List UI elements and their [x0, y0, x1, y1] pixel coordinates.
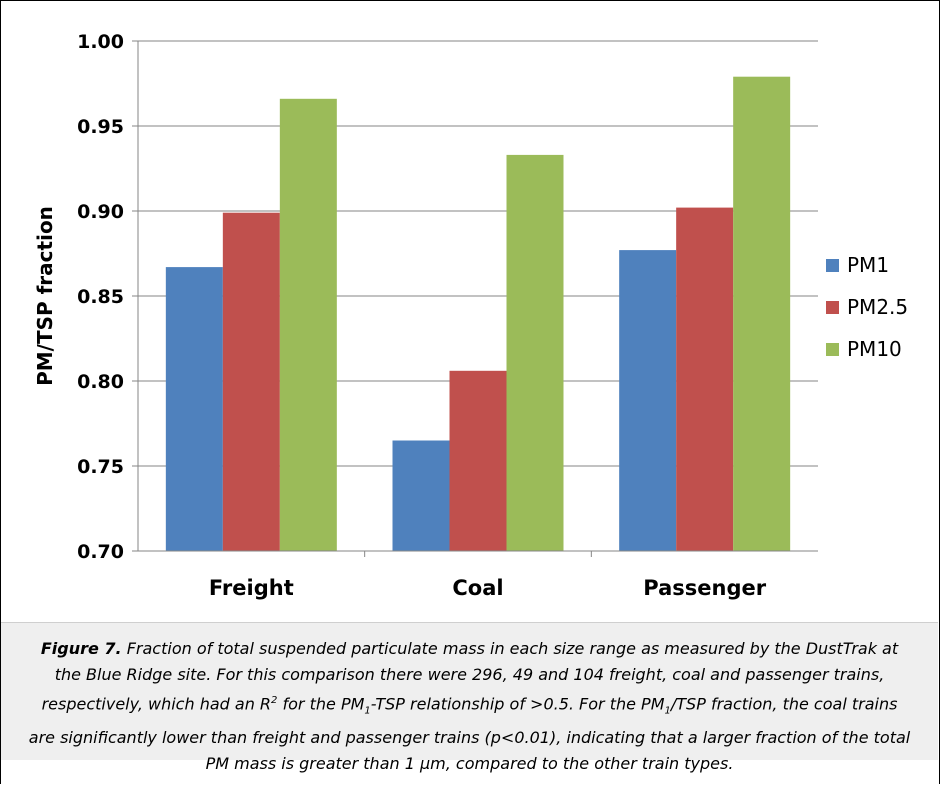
caption-sub-1b: 1: [664, 705, 671, 717]
bar-pm1-freight: [165, 267, 223, 551]
bars: [165, 76, 791, 552]
x-tick-label: Freight: [209, 576, 294, 600]
bar-pm1-passenger: [619, 250, 677, 551]
legend-label: PM1: [847, 253, 889, 277]
bar-pm25-passenger: [676, 207, 734, 551]
legend-swatch: [826, 301, 839, 314]
caption-text-1: Fraction of total suspended particulate …: [41, 639, 899, 714]
bar-chart: 0.70 0.75 0.80 0.85 0.90 0.95 1.00 Freight Coal…: [33, 31, 908, 600]
y-tick-label: 0.80: [77, 371, 124, 393]
legend: PM1 PM2.5 PM10: [826, 253, 908, 361]
bar-pm10-passenger: [733, 76, 791, 551]
y-tick-labels: 0.70 0.75 0.80 0.85 0.90 0.95 1.00: [77, 31, 124, 563]
x-tick-label: Coal: [452, 576, 503, 600]
legend-swatch: [826, 259, 839, 272]
caption-text-4: /TSP fraction, the coal trains are signi…: [28, 694, 911, 773]
caption-text-3: -TSP relationship of >0.5. For the PM: [370, 694, 665, 714]
y-tick-label: 0.85: [77, 286, 124, 308]
y-tick-label: 0.90: [77, 201, 124, 223]
bar-pm10-coal: [506, 154, 564, 551]
y-axis-label: PM/TSP fraction: [33, 206, 57, 386]
caption-sub-1a: 1: [364, 705, 371, 717]
bar-pm25-coal: [449, 370, 507, 551]
legend-label: PM10: [847, 337, 902, 361]
y-tick-label: 0.70: [77, 541, 124, 563]
legend-label: PM2.5: [847, 295, 908, 319]
x-tick-labels: Freight Coal Passenger: [209, 576, 767, 600]
legend-swatch: [826, 343, 839, 356]
bar-pm1-coal: [392, 440, 450, 551]
y-tick-label: 0.95: [77, 116, 124, 138]
bar-pm10-freight: [279, 98, 337, 552]
y-tick-label: 0.75: [77, 456, 124, 478]
figure-caption: Figure 7. Fraction of total suspended pa…: [1, 622, 938, 773]
caption-label: Figure 7.: [40, 639, 122, 658]
caption-text-2: for the PM: [277, 694, 365, 714]
bar-pm25-freight: [222, 212, 280, 551]
caption-sup-2: 2: [271, 695, 278, 706]
x-tick-label: Passenger: [643, 576, 766, 600]
y-tick-label: 1.00: [77, 31, 124, 53]
